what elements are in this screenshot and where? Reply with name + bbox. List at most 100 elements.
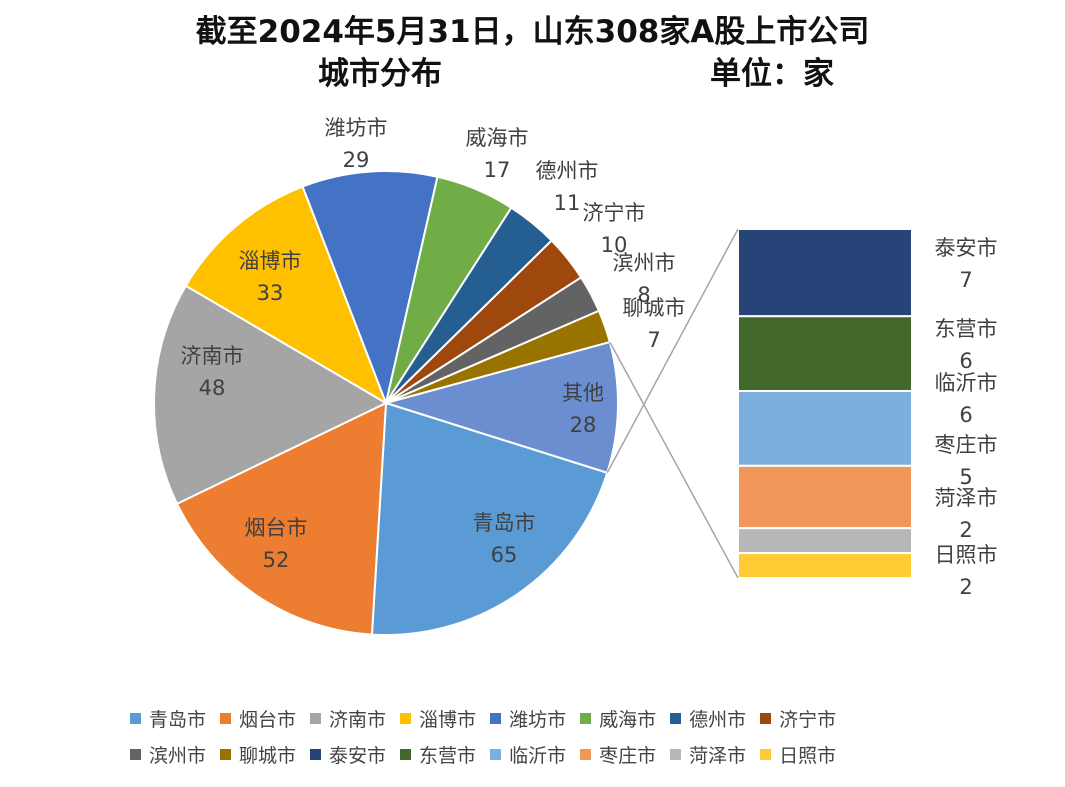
- legend-label: 潍坊市: [509, 708, 567, 731]
- legend-label: 济南市: [329, 708, 387, 731]
- chart-title-line2-left: 城市分布: [318, 56, 442, 92]
- pie-slice-淄博市: [184, 185, 388, 406]
- bar-label-value: 7: [959, 268, 972, 292]
- legend-item: 青岛市: [130, 705, 206, 732]
- legend-item: 潍坊市: [490, 705, 566, 732]
- legend-swatch: [670, 712, 682, 724]
- legend-swatch: [400, 712, 412, 724]
- legend-swatch: [580, 712, 592, 724]
- legend: 青岛市 烟台市 济南市 淄博市 潍坊市 威海市 德州市 济宁市滨州市 聊城市 泰安市 东营市 临沂市 枣…: [130, 700, 960, 772]
- legend-label: 威海市: [599, 708, 657, 731]
- bar-label-name: 东营市: [935, 317, 998, 341]
- bar-label-value: 2: [959, 575, 972, 599]
- chart-title-line1: 截至2024年5月31日，山东308家A股上市公司: [195, 14, 870, 50]
- legend-label: 济宁市: [779, 708, 837, 731]
- bar-label-name: 日照市: [935, 543, 998, 567]
- bar-label-name: 临沂市: [935, 371, 998, 395]
- bar-segment-菏泽市: [737, 527, 913, 555]
- pie-label-name: 潍坊市: [325, 116, 388, 140]
- legend-item: 济南市: [310, 705, 386, 732]
- legend-swatch: [310, 712, 322, 724]
- pie-label-value: 7: [647, 328, 660, 352]
- legend-row: 青岛市 烟台市 济南市 淄博市 潍坊市 威海市 德州市 济宁市: [130, 700, 960, 736]
- legend-item: 淄博市: [400, 705, 476, 732]
- pie-label-name: 滨州市: [613, 251, 676, 275]
- pie-label-value: 52: [263, 548, 290, 572]
- legend-swatch: [490, 748, 502, 760]
- legend-item: 聊城市: [220, 741, 296, 768]
- pie-label-name: 聊城市: [623, 296, 686, 320]
- legend-swatch: [310, 748, 322, 760]
- bar-segment-日照市: [737, 552, 913, 579]
- pie-label-value: 8: [637, 283, 650, 307]
- pie-label-name: 德州市: [536, 159, 599, 183]
- bar-label-value: 5: [959, 465, 972, 489]
- bar-label-value: 6: [959, 403, 972, 427]
- pie-label-name: 淄博市: [239, 249, 302, 273]
- bar-label-value: 6: [959, 349, 972, 373]
- legend-swatch: [130, 748, 141, 760]
- legend-label: 德州市: [689, 708, 747, 731]
- pie-label-name: 烟台市: [245, 516, 308, 540]
- bar-label-name: 菏泽市: [935, 486, 998, 510]
- legend-item: 威海市: [580, 705, 656, 732]
- legend-swatch: [490, 712, 502, 724]
- legend-swatch: [220, 748, 232, 760]
- bar-label-value: 2: [959, 518, 972, 542]
- pie-label-value: 65: [491, 543, 518, 567]
- legend-swatch: [400, 748, 412, 760]
- pie-label-value: 29: [343, 148, 370, 172]
- legend-swatch: [670, 748, 682, 760]
- legend-label: 淄博市: [419, 708, 477, 731]
- legend-label: 泰安市: [329, 744, 387, 767]
- pie-label-value: 17: [484, 158, 511, 182]
- pie-slice-济南市: [153, 284, 389, 506]
- legend-item: 东营市: [400, 741, 476, 768]
- legend-label: 日照市: [779, 744, 837, 767]
- legend-label: 枣庄市: [599, 744, 657, 767]
- legend-item: 日照市: [760, 741, 836, 768]
- legend-item: 烟台市: [220, 705, 296, 732]
- legend-swatch: [760, 712, 772, 724]
- pie-label-value: 33: [257, 281, 284, 305]
- pie-label-value: 48: [199, 376, 226, 400]
- pie-label-value: 28: [570, 413, 597, 437]
- legend-label: 聊城市: [239, 744, 297, 767]
- bar-label-name: 泰安市: [935, 236, 998, 260]
- legend-item: 泰安市: [310, 741, 386, 768]
- pie-label-value: 10: [601, 233, 628, 257]
- bar-segment-临沂市: [737, 390, 913, 467]
- legend-swatch: [580, 748, 592, 760]
- pie-label-name: 威海市: [466, 126, 529, 150]
- legend-label: 临沂市: [509, 744, 567, 767]
- pie-slice-烟台市: [175, 401, 388, 636]
- pie-label-name: 济南市: [181, 344, 244, 368]
- legend-label: 东营市: [419, 744, 477, 767]
- pie-label-name: 其他: [562, 381, 604, 405]
- connector-line-top: [606, 228, 739, 474]
- legend-item: 枣庄市: [580, 741, 656, 768]
- bar-segment-泰安市: [737, 228, 913, 318]
- chart-title-unit: 单位：家: [710, 56, 834, 92]
- legend-label: 滨州市: [149, 744, 207, 767]
- connector-line-bottom: [609, 341, 739, 579]
- pie-label-name: 济宁市: [583, 201, 646, 225]
- legend-row: 滨州市 聊城市 泰安市 东营市 临沂市 枣庄市 菏泽市 日照市: [130, 736, 960, 772]
- legend-swatch: [760, 748, 772, 760]
- legend-item: 滨州市: [130, 741, 206, 768]
- bar-segment-枣庄市: [737, 464, 913, 530]
- legend-item: 菏泽市: [670, 741, 746, 768]
- legend-item: 临沂市: [490, 741, 566, 768]
- legend-label: 菏泽市: [689, 744, 747, 767]
- legend-label: 烟台市: [239, 708, 297, 731]
- legend-swatch: [220, 712, 232, 724]
- bar-label-name: 枣庄市: [935, 433, 998, 457]
- pie-slice-潍坊市: [301, 170, 439, 407]
- legend-item: 济宁市: [760, 705, 836, 732]
- pie-slice-其他: [382, 340, 619, 475]
- legend-item: 德州市: [670, 705, 746, 732]
- legend-swatch: [130, 712, 141, 724]
- pie-label-name: 青岛市: [473, 511, 536, 535]
- pie-label-value: 11: [554, 191, 581, 215]
